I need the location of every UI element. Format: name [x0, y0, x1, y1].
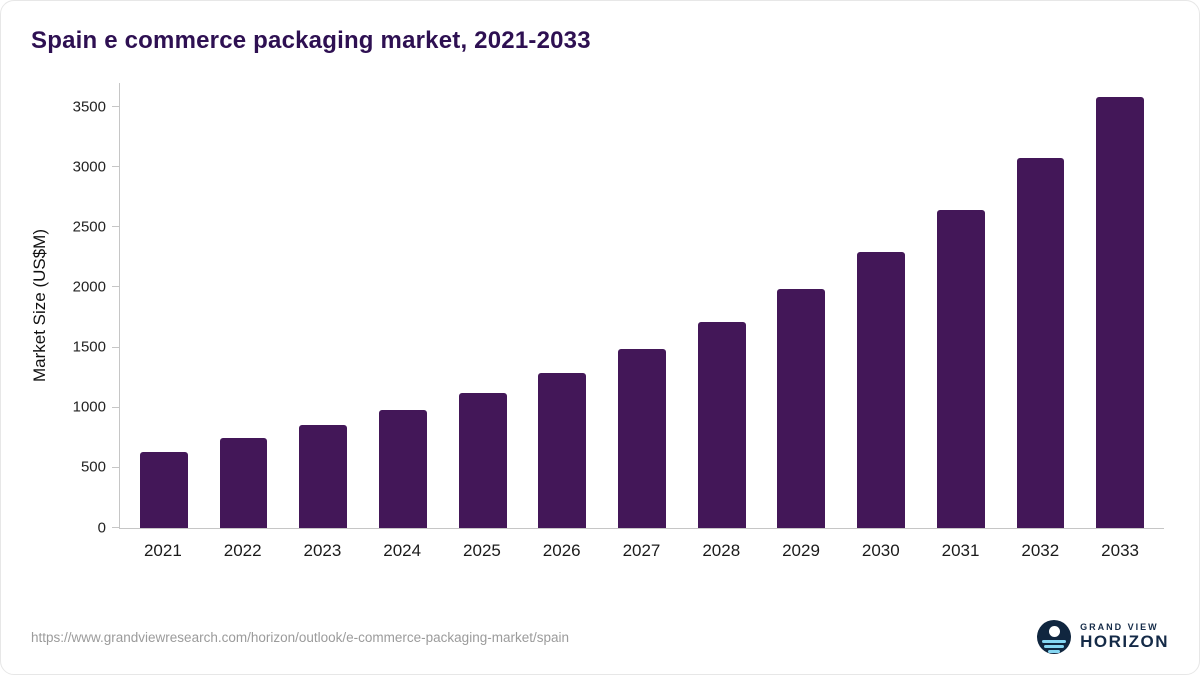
- y-tick-label: 3000: [72, 158, 106, 176]
- bar-chart: Market Size (US$M) 0 500 1000 1500 2000 2500 3…: [19, 83, 1164, 561]
- y-tick-label: 2500: [72, 218, 106, 236]
- x-tick-label: 2026: [542, 541, 581, 560]
- y-tick: 3000: [73, 158, 120, 175]
- y-tick: 1500: [73, 339, 120, 356]
- bar-2024: [379, 409, 427, 528]
- x-tick-label: 2027: [622, 541, 661, 560]
- x-axis-labels: 2021 2022 2023 2024 2025 2026 2027 2028 2029 2030…: [119, 541, 1164, 561]
- bar-2023: [299, 425, 348, 528]
- logo-grand-view: GRAND VIEW: [1080, 621, 1159, 632]
- x-tick-label: 2028: [702, 541, 741, 560]
- footer: https://www.grandviewresearch.com/horizo…: [1, 620, 1199, 674]
- y-tick-label: 0: [97, 519, 106, 536]
- x-tick-label: 2025: [463, 541, 501, 560]
- y-tick-label: 1500: [72, 338, 106, 356]
- bar-slot: [204, 83, 284, 528]
- y-tick-label: 1000: [72, 398, 106, 416]
- x-tick-label: 2022: [223, 541, 262, 560]
- y-tick: 1000: [73, 399, 120, 416]
- bar-slot: [682, 83, 762, 528]
- bar-slot: [841, 83, 921, 528]
- plot-area: 0 500 1000 1500 2000 2500 3000 3500: [73, 83, 1164, 536]
- bar-slot: [124, 83, 204, 528]
- bar-2027: [618, 348, 666, 528]
- x-tick-label: 2023: [303, 541, 342, 560]
- y-tick: 500: [81, 459, 120, 476]
- bar-2026: [538, 373, 587, 528]
- bar-slot: [363, 83, 443, 528]
- bar-slot: [443, 83, 523, 528]
- bar-slot: [283, 83, 363, 528]
- y-tick-label: 500: [80, 458, 106, 476]
- bars-container: [120, 83, 1164, 528]
- x-tick-label: 2024: [383, 541, 422, 560]
- y-tick: 0: [98, 519, 120, 536]
- bar-2033: [1096, 97, 1144, 528]
- bar-2025: [458, 393, 507, 528]
- bar-2030: [857, 251, 905, 528]
- y-tick: 3500: [73, 98, 120, 115]
- y-tick-label: 3500: [72, 98, 106, 116]
- y-tick: 2000: [73, 278, 120, 295]
- logo-horizon: HORIZON: [1080, 631, 1169, 651]
- bar-slot: [522, 83, 602, 528]
- bar-slot: [921, 83, 1001, 528]
- bar-slot: [1080, 83, 1160, 528]
- bar-2028: [697, 321, 746, 528]
- plot-column: 0 500 1000 1500 2000 2500 3000 3500 2021 2022 202…: [61, 83, 1164, 561]
- bar-slot: [602, 83, 682, 528]
- source-url: https://www.grandviewresearch.com/horizo…: [31, 629, 569, 645]
- y-axis-label-wrap: Market Size (US$M): [19, 83, 61, 528]
- logo-text: GRAND VIEW HORIZON: [1080, 621, 1169, 652]
- bar-2029: [777, 289, 826, 528]
- bar-2032: [1016, 157, 1065, 528]
- horizon-sun-icon: [1037, 620, 1072, 654]
- bar-2021: [139, 452, 188, 528]
- y-axis-label: Market Size (US$M): [30, 228, 49, 383]
- bar-2031: [936, 209, 985, 528]
- x-tick-label: 2030: [861, 541, 900, 560]
- bar-slot: [1001, 83, 1081, 528]
- x-tick-label: 2033: [1101, 541, 1139, 560]
- y-tick-label: 2000: [72, 278, 106, 296]
- x-tick-label: 2032: [1021, 541, 1060, 560]
- y-tick: 2500: [73, 218, 120, 235]
- x-tick-label: 2021: [143, 541, 182, 560]
- x-tick-label: 2031: [941, 541, 980, 560]
- grand-view-horizon-logo: GRAND VIEW HORIZON: [1037, 620, 1169, 654]
- chart-title: Spain e commerce packaging market, 2021-…: [31, 27, 591, 54]
- bar-2022: [219, 438, 268, 528]
- bar-slot: [762, 83, 842, 528]
- x-tick-label: 2029: [782, 541, 820, 560]
